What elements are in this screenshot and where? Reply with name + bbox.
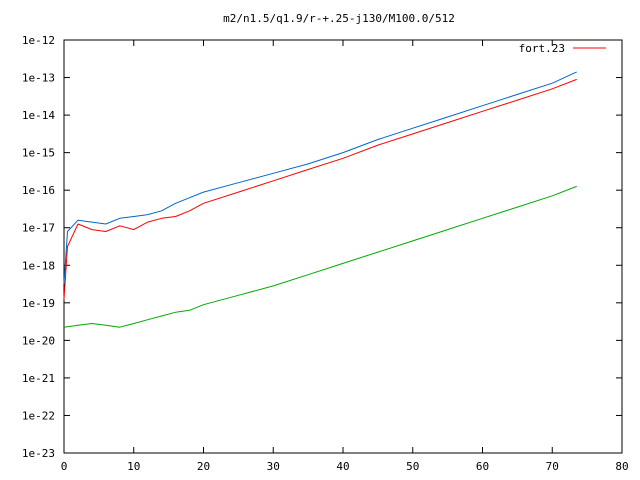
- y-tick-label: 1e-13: [22, 72, 55, 85]
- x-axis: 0 10 20 30 40 50 60 70 80: [61, 40, 629, 473]
- x-tick-label: 70: [546, 460, 559, 473]
- y-axis: 1e-12 1e-13 1e-14 1e-15 1e-16 1e-17 1e-18 1e-19…: [22, 34, 622, 460]
- x-tick-label: 10: [127, 460, 140, 473]
- y-tick-label: 1e-19: [22, 297, 55, 310]
- legend: fort.23: [519, 42, 606, 55]
- series-line-1: [63, 71, 577, 285]
- y-tick-label: 1e-22: [22, 409, 55, 422]
- y-tick-label: 1e-14: [22, 109, 55, 122]
- x-tick-label: 30: [267, 460, 280, 473]
- x-tick-label: 80: [615, 460, 628, 473]
- x-tick-label: 0: [61, 460, 68, 473]
- y-tick-label: 1e-23: [22, 447, 55, 460]
- x-tick-label: 50: [406, 460, 419, 473]
- x-tick-label: 40: [336, 460, 349, 473]
- series-line-2: [63, 185, 577, 328]
- series-layer: [63, 71, 577, 328]
- x-tick-label: 60: [476, 460, 489, 473]
- y-tick-label: 1e-16: [22, 184, 55, 197]
- y-tick-label: 1e-17: [22, 222, 55, 235]
- y-tick-label: 1e-15: [22, 147, 55, 160]
- y-tick-label: 1e-20: [22, 334, 55, 347]
- y-tick-label: 1e-21: [22, 372, 55, 385]
- y-tick-label: 1e-12: [22, 34, 55, 47]
- plot-frame: [63, 39, 623, 454]
- series-line-0: [63, 78, 577, 300]
- y-tick-label: 1e-18: [22, 259, 55, 272]
- legend-label-fort23: fort.23: [519, 42, 565, 55]
- chart-title: m2/n1.5/q1.9/r-+.25-j130/M100.0/512: [223, 12, 455, 25]
- x-tick-label: 20: [197, 460, 210, 473]
